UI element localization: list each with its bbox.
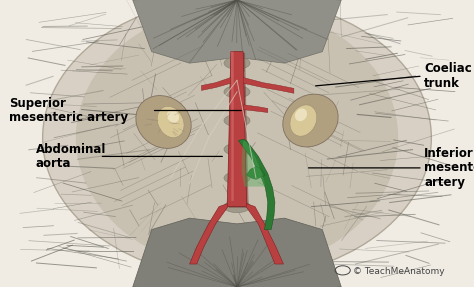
Polygon shape [133, 0, 341, 63]
Text: Abdominal
aorta: Abdominal aorta [36, 143, 106, 170]
Polygon shape [246, 166, 265, 179]
Ellipse shape [43, 0, 431, 278]
Text: Superior
mesenteric artery: Superior mesenteric artery [9, 97, 128, 124]
Text: © TeachMeAnatomy: © TeachMeAnatomy [353, 267, 445, 276]
Polygon shape [229, 53, 249, 208]
Polygon shape [242, 141, 265, 187]
Ellipse shape [283, 94, 338, 147]
Ellipse shape [290, 105, 317, 136]
Ellipse shape [136, 96, 191, 148]
Polygon shape [243, 77, 294, 93]
Polygon shape [246, 204, 283, 264]
Polygon shape [238, 139, 275, 230]
Polygon shape [190, 204, 228, 264]
Text: Inferior
mesenteric
artery: Inferior mesenteric artery [424, 147, 474, 189]
Polygon shape [133, 218, 341, 287]
Ellipse shape [224, 172, 250, 184]
Ellipse shape [295, 108, 307, 121]
Ellipse shape [224, 86, 250, 98]
Text: Coeliac
trunk: Coeliac trunk [424, 62, 472, 90]
Ellipse shape [224, 57, 250, 69]
Ellipse shape [76, 6, 398, 270]
Polygon shape [243, 105, 268, 113]
Ellipse shape [224, 143, 250, 155]
Polygon shape [201, 77, 231, 90]
Polygon shape [227, 52, 247, 207]
Ellipse shape [224, 115, 250, 127]
Ellipse shape [224, 201, 250, 213]
Ellipse shape [167, 110, 179, 123]
Polygon shape [231, 52, 234, 201]
Ellipse shape [157, 106, 184, 138]
